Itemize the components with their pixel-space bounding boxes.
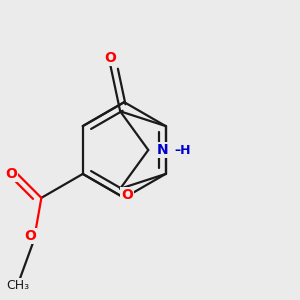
Text: N: N [156,143,168,157]
Text: O: O [121,188,133,202]
Text: O: O [5,167,17,181]
Text: O: O [104,51,116,65]
Text: O: O [24,229,36,243]
Text: CH₃: CH₃ [6,279,29,292]
Text: –H: –H [174,143,190,157]
